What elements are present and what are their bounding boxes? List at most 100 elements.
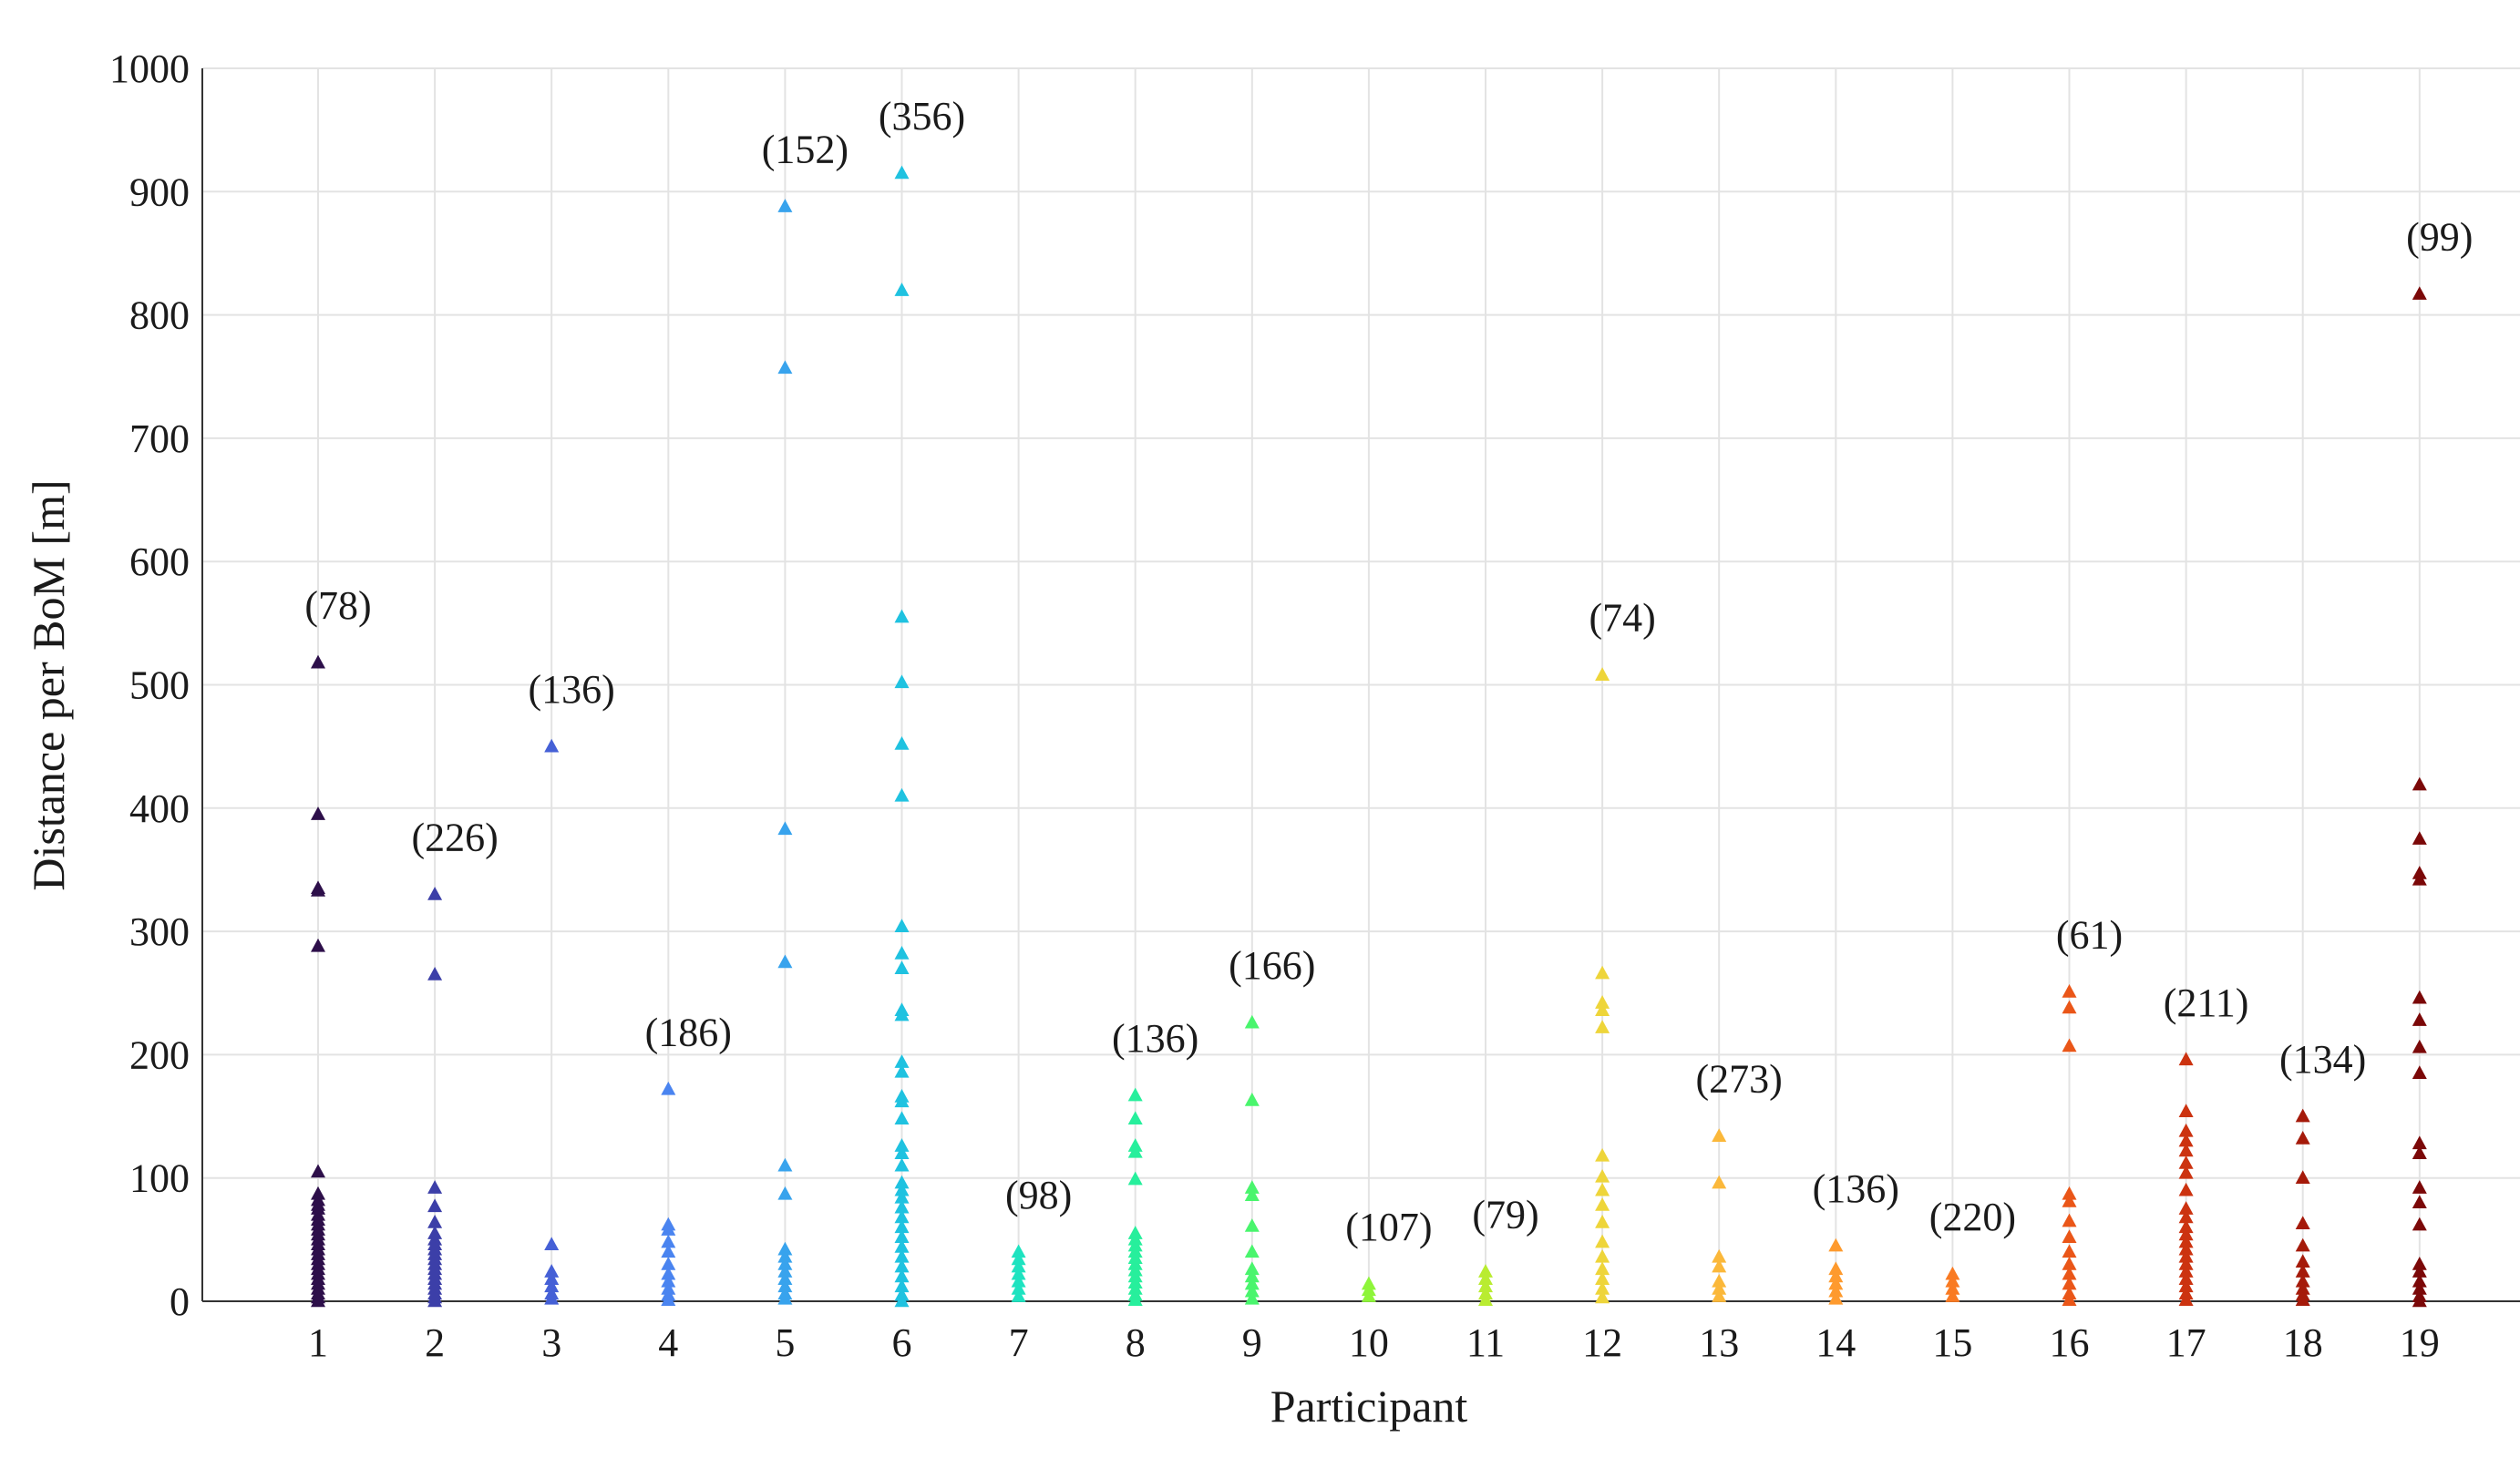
x-tick-label: 12 <box>1582 1320 1622 1365</box>
data-point-p6 <box>894 1248 910 1263</box>
count-label-p12: (74) <box>1589 596 1655 641</box>
data-point-p5 <box>777 1264 793 1278</box>
count-label-p16: (61) <box>2056 912 2123 957</box>
data-point-p14 <box>1828 1261 1844 1276</box>
data-point-p13 <box>1712 1248 1727 1263</box>
data-point-p1 <box>311 883 325 897</box>
data-point-p17 <box>2178 1248 2194 1263</box>
y-tick-label: 400 <box>129 786 190 831</box>
data-point-p5 <box>777 1278 793 1293</box>
data-point-p9 <box>1244 1218 1260 1232</box>
data-point-p2 <box>427 1215 443 1228</box>
data-point-p6 <box>894 1199 910 1214</box>
y-axis-label: Distance per BoM [m] <box>23 479 74 890</box>
data-point-p10 <box>1361 1289 1376 1302</box>
data-point-p12 <box>1595 995 1610 1009</box>
data-point-p19 <box>2412 1217 2427 1231</box>
x-tick-label: 16 <box>2050 1320 2090 1365</box>
y-tick-label: 500 <box>129 663 190 708</box>
data-point-p16 <box>2062 1276 2077 1290</box>
data-point-p9 <box>1244 1180 1260 1194</box>
data-point-p9 <box>1244 1187 1260 1201</box>
data-point-p6 <box>894 946 910 960</box>
data-point-p16 <box>2062 1266 2077 1280</box>
data-point-p5 <box>777 1241 793 1256</box>
data-point-p12 <box>1595 1197 1610 1211</box>
data-point-p6 <box>894 1063 910 1078</box>
data-point-p13 <box>1712 1128 1727 1142</box>
count-label-p18: (134) <box>2279 1037 2366 1082</box>
y-tick-label: 900 <box>129 169 190 214</box>
data-point-p12 <box>1595 1020 1610 1033</box>
data-point-p19 <box>2412 286 2427 300</box>
data-point-p5 <box>777 1248 793 1263</box>
data-point-p6 <box>894 1111 910 1125</box>
y-tick-label: 200 <box>129 1032 190 1077</box>
data-point-p15 <box>1945 1266 1960 1280</box>
data-point-p6 <box>894 736 910 750</box>
count-label-p2: (226) <box>411 816 498 860</box>
data-point-p11 <box>1478 1278 1493 1293</box>
data-point-p4 <box>661 1244 676 1258</box>
data-point-p17 <box>2178 1123 2194 1137</box>
data-point-p17 <box>2178 1201 2194 1215</box>
data-point-p6 <box>894 1189 910 1204</box>
data-point-p9 <box>1244 1283 1260 1298</box>
data-point-p2 <box>427 887 443 900</box>
x-tick-labels: 1 2 3 4 5 6 7 8 9 10 11 12 13 14 15 16 17 18 19 <box>308 1320 2440 1365</box>
data-point-p12 <box>1595 1147 1610 1162</box>
data-point-p16 <box>2062 983 2077 998</box>
data-point-p4 <box>661 1273 676 1288</box>
data-point-p4 <box>661 1266 676 1280</box>
data-point-p5 <box>777 199 793 212</box>
x-tick-label: 14 <box>1815 1320 1856 1365</box>
data-point-p15 <box>1945 1281 1960 1295</box>
data-point-p13 <box>1712 1175 1727 1189</box>
data-point-p8 <box>1127 1292 1143 1306</box>
data-point-p17 <box>2178 1052 2194 1066</box>
axes <box>201 68 2520 1302</box>
y-tick-label: 100 <box>129 1156 190 1201</box>
data-point-p19 <box>2412 1065 2427 1079</box>
data-point-p17 <box>2178 1104 2194 1117</box>
data-point-p1 <box>311 1293 325 1308</box>
data-point-p19 <box>2412 1264 2427 1278</box>
data-point-p3 <box>544 1278 560 1293</box>
data-point-p6 <box>894 609 910 623</box>
data-point-p16 <box>2062 1194 2077 1207</box>
data-point-p2 <box>427 1198 443 1213</box>
x-tick-label: 10 <box>1349 1320 1389 1365</box>
y-tick-labels: 0 100 200 300 400 500 600 700 800 900 1000 <box>109 46 190 1324</box>
data-point-p6 <box>894 282 910 296</box>
data-point-p7 <box>1011 1281 1026 1295</box>
data-point-p5 <box>777 1157 793 1172</box>
count-label-p10: (107) <box>1345 1205 1432 1249</box>
count-label-p9: (166) <box>1229 943 1315 988</box>
data-point-p4 <box>661 1234 676 1248</box>
data-point-p12 <box>1595 1248 1610 1263</box>
data-point-p6 <box>894 1293 910 1308</box>
data-point-p7 <box>1011 1289 1026 1302</box>
data-point-p16 <box>2062 1257 2077 1270</box>
data-point-p12 <box>1595 1234 1610 1248</box>
data-point-p2 <box>427 967 443 981</box>
data-point-p6 <box>894 1182 910 1196</box>
data-point-p9 <box>1244 1276 1260 1290</box>
data-point-p9 <box>1244 1014 1260 1029</box>
data-point-p19 <box>2412 1195 2427 1209</box>
count-label-p17: (211) <box>2164 981 2249 1025</box>
y-tick-label: 0 <box>170 1279 190 1324</box>
data-point-p19 <box>2412 831 2427 845</box>
data-point-p6 <box>894 1007 910 1022</box>
data-point-p13 <box>1712 1281 1727 1295</box>
data-point-p12 <box>1595 1182 1610 1196</box>
x-tick-label: 2 <box>425 1320 445 1365</box>
count-label-p14: (136) <box>1813 1166 1899 1211</box>
data-point-p3 <box>544 1264 560 1278</box>
y-tick-label: 600 <box>129 539 190 584</box>
data-point-p6 <box>894 1239 910 1253</box>
data-point-p17 <box>2178 1292 2194 1306</box>
data-point-p9 <box>1244 1093 1260 1106</box>
data-point-p6 <box>894 1175 910 1189</box>
